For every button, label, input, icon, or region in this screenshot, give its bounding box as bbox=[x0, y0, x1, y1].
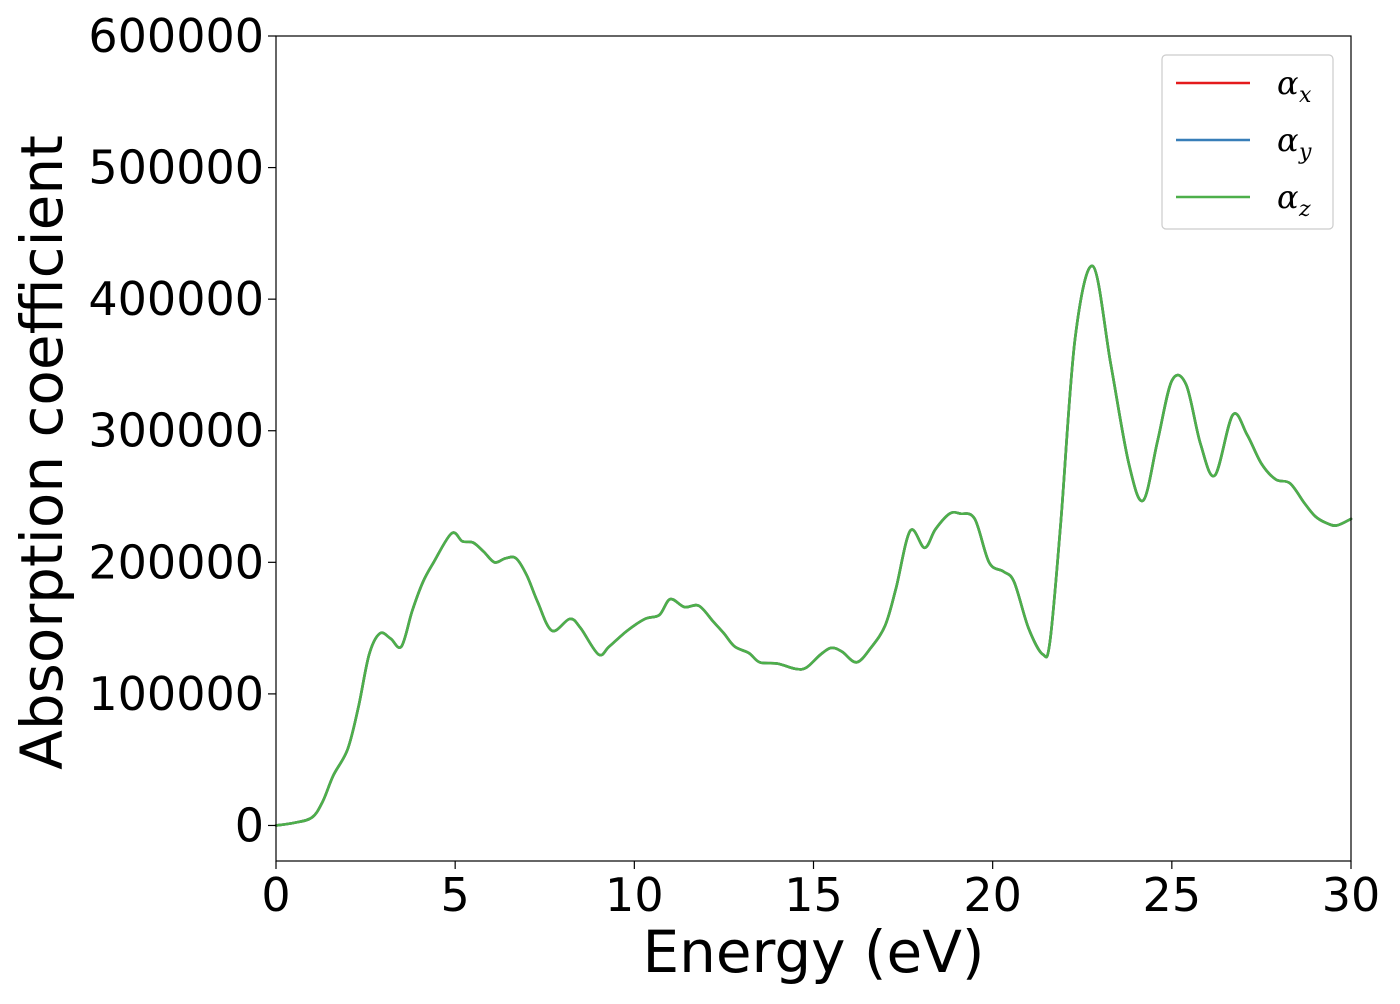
legend-subscript-x: x bbox=[1299, 83, 1312, 108]
x-tick-label: 15 bbox=[784, 868, 843, 922]
x-axis-title: Energy (eV) bbox=[642, 918, 984, 986]
y-tick-label: 500000 bbox=[88, 141, 264, 195]
legend-subscript-z: z bbox=[1298, 197, 1311, 222]
legend-label-z: α bbox=[1277, 178, 1299, 216]
x-tick-label: 10 bbox=[605, 868, 664, 922]
legend-subscript-y: y bbox=[1298, 140, 1312, 165]
y-axis: 0 100000 200000 300000 400000 500000 600000 bbox=[88, 9, 276, 852]
x-tick-label: 20 bbox=[963, 868, 1022, 922]
legend-label-y: α bbox=[1277, 121, 1299, 159]
y-tick-label: 400000 bbox=[88, 272, 264, 326]
series-layer bbox=[274, 264, 1353, 827]
y-tick-label: 300000 bbox=[88, 404, 264, 458]
y-tick-label: 0 bbox=[235, 798, 264, 852]
x-tick-label: 25 bbox=[1143, 868, 1202, 922]
series-line-z bbox=[274, 264, 1353, 827]
y-tick-label: 100000 bbox=[88, 667, 264, 721]
legend-label-x: α bbox=[1277, 64, 1299, 102]
x-tick-label: 30 bbox=[1322, 868, 1381, 922]
y-axis-title: Absorption coefficient bbox=[8, 135, 76, 770]
x-tick-label: 0 bbox=[261, 868, 290, 922]
y-tick-label: 200000 bbox=[88, 535, 264, 589]
y-tick-label: 600000 bbox=[88, 9, 264, 63]
legend: α xα yα z bbox=[1161, 54, 1334, 230]
legend-box bbox=[1161, 54, 1334, 230]
x-axis: 0 5 10 15 20 25 30 bbox=[261, 861, 1380, 922]
x-tick-label: 5 bbox=[441, 868, 470, 922]
